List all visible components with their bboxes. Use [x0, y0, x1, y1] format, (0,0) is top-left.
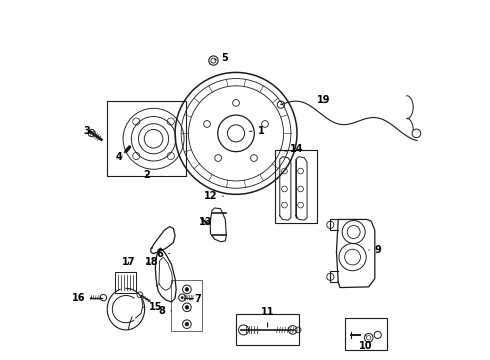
- Text: 6: 6: [156, 248, 170, 258]
- Bar: [345, 318, 387, 350]
- Polygon shape: [337, 220, 375, 288]
- Circle shape: [185, 322, 189, 326]
- Text: 8: 8: [158, 306, 172, 316]
- Text: 7: 7: [190, 294, 201, 304]
- Text: 10: 10: [359, 335, 372, 351]
- Text: 3: 3: [83, 126, 90, 136]
- Bar: [236, 315, 299, 345]
- Text: 12: 12: [203, 191, 223, 201]
- Bar: [115, 272, 136, 293]
- Circle shape: [181, 296, 184, 299]
- Bar: [275, 149, 317, 223]
- Bar: [107, 101, 186, 176]
- Text: 1: 1: [249, 126, 264, 135]
- Text: 14: 14: [290, 144, 303, 219]
- Text: 13: 13: [199, 217, 212, 227]
- Bar: [172, 280, 202, 330]
- Text: 2: 2: [143, 170, 150, 180]
- Text: 17: 17: [122, 257, 135, 267]
- Text: 18: 18: [145, 257, 159, 267]
- Text: 5: 5: [215, 53, 228, 63]
- Circle shape: [185, 306, 189, 309]
- Text: 9: 9: [368, 245, 382, 255]
- Text: 15: 15: [143, 302, 162, 312]
- Text: 11: 11: [261, 307, 274, 327]
- Text: 19: 19: [317, 95, 331, 105]
- Circle shape: [185, 288, 189, 291]
- Text: 4: 4: [116, 152, 123, 162]
- Text: 16: 16: [72, 293, 92, 303]
